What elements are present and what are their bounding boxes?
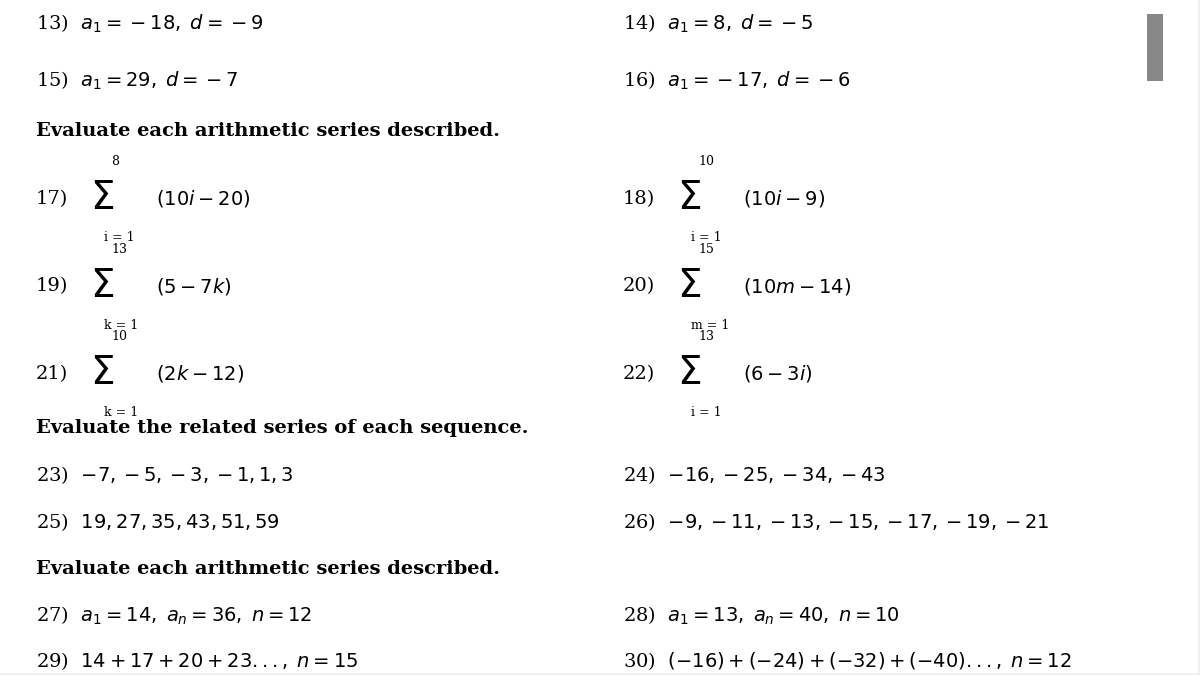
Text: 22): 22) <box>623 364 655 383</box>
Text: 13)  $a_1 = -18, \; d = -9$: 13) $a_1 = -18, \; d = -9$ <box>36 12 263 34</box>
Text: 25)  $19, 27, 35, 43, 51, 59$: 25) $19, 27, 35, 43, 51, 59$ <box>36 511 280 533</box>
Text: 13: 13 <box>698 331 714 344</box>
Text: 8: 8 <box>112 155 120 168</box>
Text: 26)  $-9, -11, -13, -15, -17, -19, -21$: 26) $-9, -11, -13, -15, -17, -19, -21$ <box>623 511 1049 533</box>
Text: $\Sigma$: $\Sigma$ <box>90 355 114 392</box>
Text: Evaluate each arithmetic series described.: Evaluate each arithmetic series describe… <box>36 122 500 140</box>
Text: i = 1: i = 1 <box>691 406 722 419</box>
Text: 18): 18) <box>623 190 655 208</box>
Text: 14)  $a_1 = 8, \; d = -5$: 14) $a_1 = 8, \; d = -5$ <box>623 12 814 34</box>
Text: 10: 10 <box>112 331 127 344</box>
Text: k = 1: k = 1 <box>104 406 138 419</box>
Text: $(5 - 7k)$: $(5 - 7k)$ <box>156 275 232 297</box>
Text: 13: 13 <box>112 243 127 256</box>
Text: 23)  $-7, -5, -3, -1, 1, 3$: 23) $-7, -5, -3, -1, 1, 3$ <box>36 464 294 486</box>
Text: m = 1: m = 1 <box>691 319 730 331</box>
Text: $\Sigma$: $\Sigma$ <box>677 355 701 392</box>
Text: $(6 - 3i)$: $(6 - 3i)$ <box>743 363 812 384</box>
Text: 17): 17) <box>36 190 68 208</box>
Text: $(10i - 20)$: $(10i - 20)$ <box>156 188 251 209</box>
Text: k = 1: k = 1 <box>104 319 138 331</box>
Text: $(10i - 9)$: $(10i - 9)$ <box>743 188 824 209</box>
Text: 15: 15 <box>698 243 714 256</box>
Text: 16)  $a_1 = -17, \; d = -6$: 16) $a_1 = -17, \; d = -6$ <box>623 70 851 92</box>
Text: 28)  $a_1 = 13, \; a_n = 40, \; n = 10$: 28) $a_1 = 13, \; a_n = 40, \; n = 10$ <box>623 605 900 627</box>
Text: 30)  $(-16) + (-24) + (-32) + (-40)..., \; n = 12$: 30) $(-16) + (-24) + (-32) + (-40)..., \… <box>623 651 1072 672</box>
Text: $\Sigma$: $\Sigma$ <box>90 268 114 304</box>
Text: 27)  $a_1 = 14, \; a_n = 36, \; n = 12$: 27) $a_1 = 14, \; a_n = 36, \; n = 12$ <box>36 605 312 627</box>
Text: 21): 21) <box>36 364 68 383</box>
Text: 20): 20) <box>623 277 655 295</box>
Text: 10: 10 <box>698 155 714 168</box>
Text: $\Sigma$: $\Sigma$ <box>90 180 114 217</box>
Text: 24)  $-16, -25, -34, -43$: 24) $-16, -25, -34, -43$ <box>623 464 886 486</box>
FancyBboxPatch shape <box>1147 14 1163 81</box>
Text: 19): 19) <box>36 277 68 295</box>
Text: $(10m - 14)$: $(10m - 14)$ <box>743 275 851 297</box>
Text: i = 1: i = 1 <box>691 231 722 244</box>
Text: Evaluate the related series of each sequence.: Evaluate the related series of each sequ… <box>36 418 528 437</box>
Text: i = 1: i = 1 <box>104 231 134 244</box>
Text: $\Sigma$: $\Sigma$ <box>677 180 701 217</box>
Text: $(2k - 12)$: $(2k - 12)$ <box>156 363 244 384</box>
Text: Evaluate each arithmetic series described.: Evaluate each arithmetic series describe… <box>36 560 500 578</box>
Text: 15)  $a_1 = 29, \; d = -7$: 15) $a_1 = 29, \; d = -7$ <box>36 70 239 92</box>
Text: $\Sigma$: $\Sigma$ <box>677 268 701 304</box>
Text: 29)  $14 + 17 + 20 + 23..., \; n = 15$: 29) $14 + 17 + 20 + 23..., \; n = 15$ <box>36 651 358 672</box>
